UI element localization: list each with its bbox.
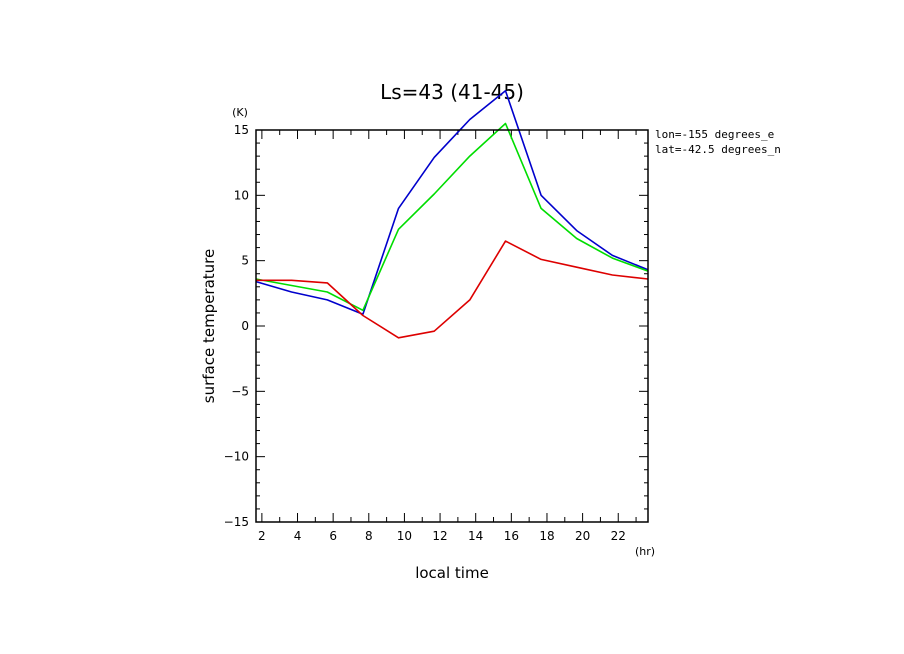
series-line-1	[255, 122, 649, 312]
y-axis-label: surface temperature	[200, 249, 218, 404]
series-line-2	[256, 240, 649, 339]
x-tick-label: 10	[397, 529, 412, 543]
x-tick-label: 14	[468, 529, 483, 543]
y-tick-label: −15	[224, 515, 249, 529]
y-tick-label: 10	[234, 188, 249, 202]
x-tick-label: 4	[294, 529, 302, 543]
y-tick-label: −10	[224, 450, 249, 464]
y-tick-label: 15	[234, 123, 249, 137]
x-tick-label: 6	[329, 529, 337, 543]
plot-frame	[255, 129, 649, 523]
axis-ticks: 2 4 6 8 10 12 14 16 18 20 22 −15 −10 −5 0 5 10 15	[224, 123, 648, 543]
x-tick-label: 22	[611, 529, 626, 543]
y-tick-label: 5	[241, 254, 249, 268]
lon-annotation: lon=-155 degrees_e	[655, 128, 774, 141]
x-tick-label: 18	[539, 529, 554, 543]
y-tick-label: −5	[231, 384, 249, 398]
x-tick-label: 20	[575, 529, 590, 543]
series-layer	[255, 90, 649, 339]
x-axis-label: local time	[415, 564, 489, 582]
x-unit-label: (hr)	[635, 545, 655, 558]
y-unit-label: (K)	[232, 106, 248, 119]
x-tick-label: 2	[258, 529, 266, 543]
y-tick-label: 0	[241, 319, 249, 333]
chart-title: Ls=43 (41-45)	[380, 80, 524, 104]
lat-annotation: lat=-42.5 degrees_n	[655, 143, 781, 156]
x-tick-label: 12	[432, 529, 447, 543]
x-tick-label: 16	[504, 529, 519, 543]
x-tick-label: 8	[365, 529, 373, 543]
series-line-0	[255, 90, 649, 316]
